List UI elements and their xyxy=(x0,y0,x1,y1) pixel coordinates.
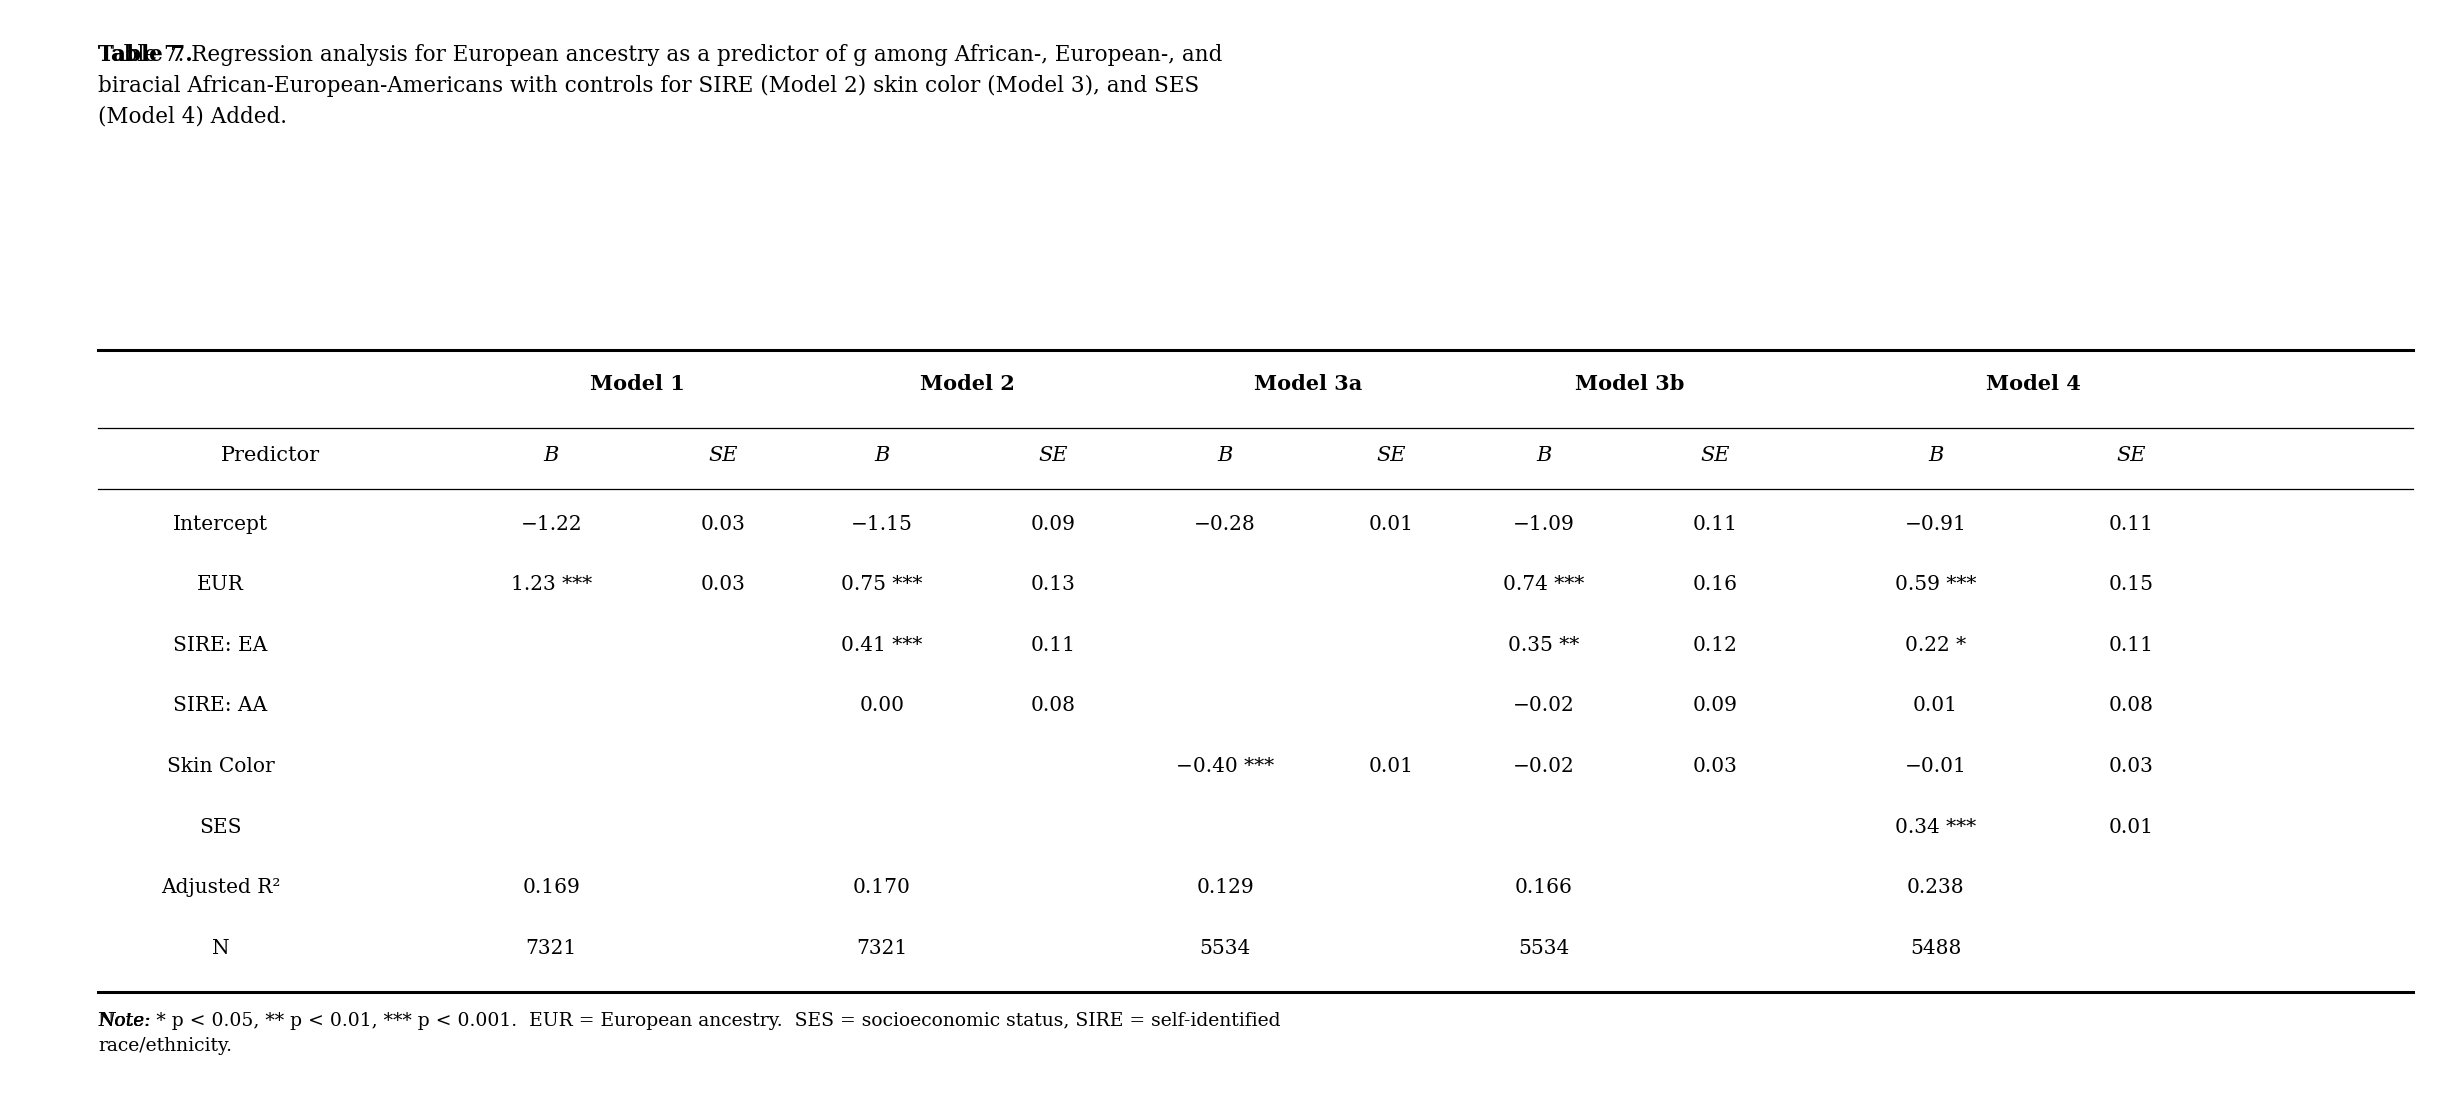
Text: Predictor: Predictor xyxy=(220,446,318,465)
Text: 0.15: 0.15 xyxy=(2109,575,2154,594)
Text: 0.08: 0.08 xyxy=(1031,696,1076,715)
Text: 0.01: 0.01 xyxy=(1370,757,1414,776)
Text: Note: * p < 0.05, ** p < 0.01, *** p < 0.001.  EUR = European ancestry.  SES = s: Note: * p < 0.05, ** p < 0.01, *** p < 0… xyxy=(98,1012,1281,1055)
Text: SE: SE xyxy=(1377,446,1406,465)
Text: 0.01: 0.01 xyxy=(2109,817,2154,836)
Text: B: B xyxy=(1218,446,1232,465)
Text: −0.91: −0.91 xyxy=(1904,515,1967,534)
Text: 0.11: 0.11 xyxy=(2109,636,2154,655)
Text: 0.74 ***: 0.74 *** xyxy=(1502,575,1585,594)
Text: 0.35 **: 0.35 ** xyxy=(1507,636,1580,655)
Text: 0.11: 0.11 xyxy=(1693,515,1737,534)
Text: 0.03: 0.03 xyxy=(701,515,745,534)
Text: 0.34 ***: 0.34 *** xyxy=(1894,817,1977,836)
Text: 0.129: 0.129 xyxy=(1196,878,1254,897)
Text: 0.11: 0.11 xyxy=(2109,515,2154,534)
Text: Model 3b: Model 3b xyxy=(1575,374,1683,394)
Text: Model 4: Model 4 xyxy=(1987,374,2080,394)
Text: 0.13: 0.13 xyxy=(1031,575,1076,594)
Text: 0.59 ***: 0.59 *** xyxy=(1894,575,1977,594)
Text: B: B xyxy=(875,446,889,465)
Text: Table 7.: Table 7. xyxy=(98,44,194,67)
Text: Note:: Note: xyxy=(98,1012,157,1030)
Text: 0.170: 0.170 xyxy=(853,878,911,897)
Text: Model 1: Model 1 xyxy=(590,374,684,394)
Text: 0.41 ***: 0.41 *** xyxy=(840,636,924,655)
Text: 5534: 5534 xyxy=(1200,939,1250,957)
Text: B: B xyxy=(544,446,559,465)
Text: 0.09: 0.09 xyxy=(1031,515,1076,534)
Text: Skin Color: Skin Color xyxy=(167,757,274,776)
Text: 0.08: 0.08 xyxy=(2109,696,2154,715)
Text: SES: SES xyxy=(198,817,243,836)
Text: N: N xyxy=(211,939,230,957)
Text: B: B xyxy=(1928,446,1943,465)
Text: SE: SE xyxy=(708,446,737,465)
Text: Intercept: Intercept xyxy=(174,515,267,534)
Text: Note:: Note: xyxy=(98,1012,157,1030)
Text: −0.01: −0.01 xyxy=(1904,757,1967,776)
Text: 0.22 *: 0.22 * xyxy=(1906,636,1965,655)
Text: EUR: EUR xyxy=(196,575,245,594)
Text: SE: SE xyxy=(2117,446,2146,465)
Text: Model 3a: Model 3a xyxy=(1254,374,1362,394)
Text: 0.01: 0.01 xyxy=(1370,515,1414,534)
Text: −0.02: −0.02 xyxy=(1512,757,1575,776)
Text: 0.01: 0.01 xyxy=(1913,696,1958,715)
Text: SE: SE xyxy=(1039,446,1068,465)
Text: SIRE: EA: SIRE: EA xyxy=(174,636,267,655)
Text: −0.28: −0.28 xyxy=(1193,515,1257,534)
Text: 1.23 ***: 1.23 *** xyxy=(510,575,593,594)
Text: 0.238: 0.238 xyxy=(1906,878,1965,897)
Text: 0.12: 0.12 xyxy=(1693,636,1737,655)
Text: 0.00: 0.00 xyxy=(860,696,904,715)
Text: 0.03: 0.03 xyxy=(1693,757,1737,776)
Text: −1.22: −1.22 xyxy=(519,515,583,534)
Text: 5534: 5534 xyxy=(1519,939,1568,957)
Text: 7321: 7321 xyxy=(527,939,576,957)
Text: 0.09: 0.09 xyxy=(1693,696,1737,715)
Text: −0.40 ***: −0.40 *** xyxy=(1176,757,1274,776)
Text: 0.03: 0.03 xyxy=(701,575,745,594)
Text: 0.16: 0.16 xyxy=(1693,575,1737,594)
Text: B: B xyxy=(1536,446,1551,465)
Text: 0.75 ***: 0.75 *** xyxy=(840,575,924,594)
Text: Table 7. Regression analysis for European ancestry as a predictor of g among Afr: Table 7. Regression analysis for Europea… xyxy=(98,44,1223,128)
Text: Model 2: Model 2 xyxy=(921,374,1014,394)
Text: −0.02: −0.02 xyxy=(1512,696,1575,715)
Text: SE: SE xyxy=(1700,446,1730,465)
Text: 0.166: 0.166 xyxy=(1514,878,1573,897)
Text: 0.169: 0.169 xyxy=(522,878,581,897)
Text: SIRE: AA: SIRE: AA xyxy=(174,696,267,715)
Text: −1.15: −1.15 xyxy=(850,515,914,534)
Text: 7321: 7321 xyxy=(858,939,906,957)
Text: 0.03: 0.03 xyxy=(2109,757,2154,776)
Text: 0.11: 0.11 xyxy=(1031,636,1076,655)
Text: 5488: 5488 xyxy=(1911,939,1960,957)
Text: −1.09: −1.09 xyxy=(1512,515,1575,534)
Text: Adjusted R²: Adjusted R² xyxy=(162,878,279,897)
